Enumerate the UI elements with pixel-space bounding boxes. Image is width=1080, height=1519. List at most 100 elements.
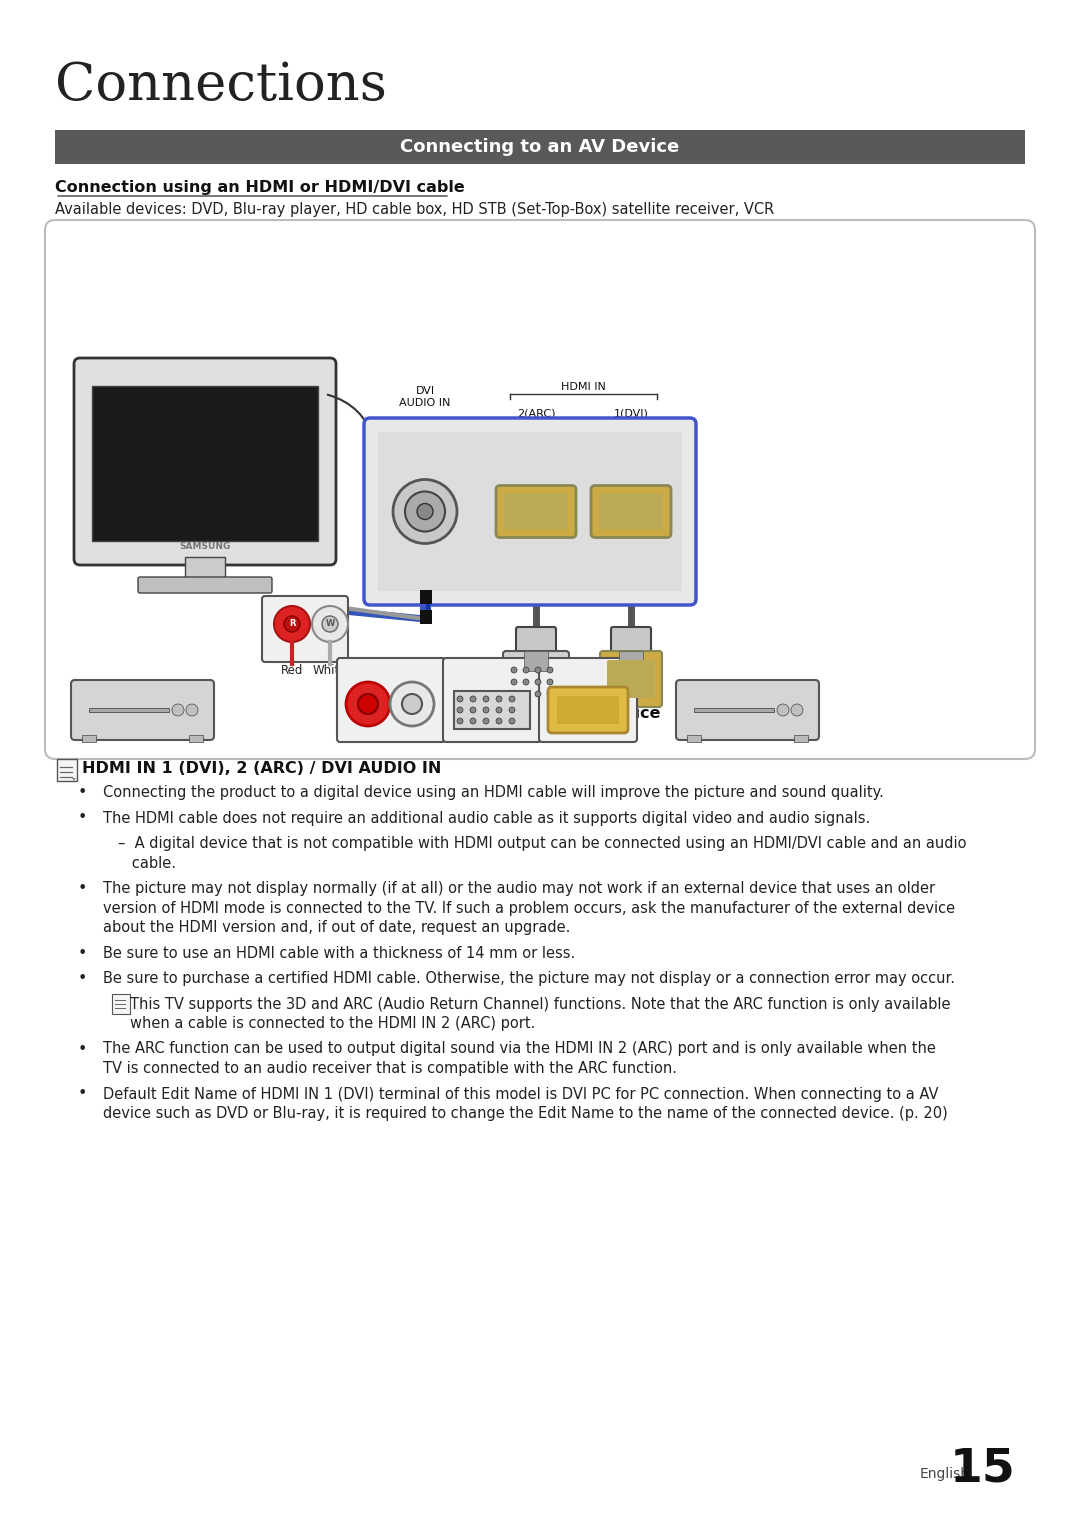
Circle shape — [483, 706, 489, 712]
Circle shape — [509, 718, 515, 725]
Bar — [189, 735, 203, 741]
Text: Device: Device — [600, 706, 661, 722]
Text: •: • — [78, 811, 86, 825]
FancyBboxPatch shape — [57, 760, 77, 781]
Circle shape — [402, 694, 422, 714]
Circle shape — [535, 679, 541, 685]
Text: HDMI OUT: HDMI OUT — [556, 665, 620, 676]
FancyBboxPatch shape — [503, 652, 569, 706]
Circle shape — [791, 703, 804, 715]
Text: 15: 15 — [949, 1446, 1015, 1492]
Text: DVI OUT: DVI OUT — [467, 665, 518, 676]
Bar — [687, 735, 701, 741]
FancyBboxPatch shape — [496, 486, 576, 538]
Text: about the HDMI version and, if out of date, request an upgrade.: about the HDMI version and, if out of da… — [103, 921, 570, 936]
Text: 1(DVI): 1(DVI) — [613, 409, 648, 419]
FancyBboxPatch shape — [454, 691, 530, 729]
Text: The picture may not display normally (if at all) or the audio may not work if an: The picture may not display normally (if… — [103, 881, 935, 896]
FancyBboxPatch shape — [443, 658, 541, 741]
FancyBboxPatch shape — [611, 627, 651, 681]
Text: •: • — [78, 1042, 86, 1057]
FancyBboxPatch shape — [92, 386, 318, 541]
Circle shape — [511, 679, 517, 685]
Text: The ARC function can be used to output digital sound via the ​HDMI IN 2 (ARC)​ p: The ARC function can be used to output d… — [103, 1042, 936, 1057]
FancyBboxPatch shape — [71, 681, 214, 740]
FancyBboxPatch shape — [337, 658, 445, 741]
FancyBboxPatch shape — [112, 993, 130, 1013]
Text: Red: Red — [281, 664, 303, 677]
Circle shape — [535, 691, 541, 697]
Circle shape — [483, 718, 489, 725]
Circle shape — [483, 696, 489, 702]
FancyBboxPatch shape — [75, 358, 336, 565]
Circle shape — [523, 691, 529, 697]
Circle shape — [509, 706, 515, 712]
Circle shape — [346, 682, 390, 726]
Text: W: W — [325, 620, 335, 629]
Polygon shape — [72, 778, 76, 781]
Text: Default ​Edit Name​ of HDMI IN 1 (DVI) terminal of this model is ​DVI PC​ for PC: Default ​Edit Name​ of HDMI IN 1 (DVI) t… — [103, 1086, 939, 1101]
FancyBboxPatch shape — [557, 696, 619, 725]
Text: White: White — [313, 664, 348, 677]
Circle shape — [417, 503, 433, 519]
Text: •: • — [78, 1086, 86, 1101]
Bar — [420, 589, 432, 605]
Text: The HDMI cable does not require an additional audio cable as it supports digital: The HDMI cable does not require an addit… — [103, 811, 870, 825]
Bar — [185, 557, 225, 580]
FancyBboxPatch shape — [599, 494, 663, 530]
Circle shape — [357, 694, 378, 714]
Circle shape — [546, 679, 553, 685]
Circle shape — [470, 696, 476, 702]
FancyBboxPatch shape — [504, 494, 568, 530]
Text: •: • — [78, 785, 86, 801]
Text: •: • — [78, 881, 86, 896]
Text: English: English — [920, 1467, 970, 1481]
Circle shape — [312, 606, 348, 643]
Text: Connecting to an AV Device: Connecting to an AV Device — [401, 138, 679, 156]
Text: Connection using an HDMI or HDMI/DVI cable: Connection using an HDMI or HDMI/DVI cab… — [55, 179, 464, 194]
Text: when a cable is connected to the ​HDMI IN 2 (ARC)​ port.: when a cable is connected to the ​HDMI I… — [130, 1016, 536, 1031]
Text: •: • — [78, 971, 86, 986]
Bar — [82, 735, 96, 741]
FancyBboxPatch shape — [539, 658, 637, 741]
Text: AUDIO OUT: AUDIO OUT — [356, 665, 426, 676]
Circle shape — [186, 703, 198, 715]
Text: DVI: DVI — [416, 386, 434, 396]
Text: TV is connected to an audio receiver that is compatible with the ARC function.: TV is connected to an audio receiver tha… — [103, 1060, 677, 1075]
FancyBboxPatch shape — [516, 627, 556, 681]
Circle shape — [546, 667, 553, 673]
FancyBboxPatch shape — [138, 577, 272, 592]
Circle shape — [457, 718, 463, 725]
Text: HDMI IN 1 (DVI), 2 (ARC) / DVI AUDIO IN: HDMI IN 1 (DVI), 2 (ARC) / DVI AUDIO IN — [82, 761, 442, 776]
Circle shape — [405, 492, 445, 532]
Circle shape — [546, 691, 553, 697]
Circle shape — [496, 696, 502, 702]
Text: Connecting the product to a digital device using an HDMI cable will improve the : Connecting the product to a digital devi… — [103, 785, 883, 801]
Circle shape — [322, 617, 338, 632]
Circle shape — [470, 718, 476, 725]
Text: device such as DVD or Blu-ray, it is required to change the ​Edit Name​ to the n: device such as DVD or Blu-ray, it is req… — [103, 1106, 948, 1121]
Text: HDMI IN: HDMI IN — [562, 381, 606, 392]
Circle shape — [509, 696, 515, 702]
Text: •: • — [78, 945, 86, 960]
Text: cable.: cable. — [118, 855, 176, 870]
Circle shape — [511, 667, 517, 673]
Circle shape — [523, 679, 529, 685]
Text: Device: Device — [433, 706, 494, 722]
Circle shape — [274, 606, 310, 643]
Circle shape — [511, 691, 517, 697]
Circle shape — [457, 706, 463, 712]
Text: AUDIO IN: AUDIO IN — [400, 398, 450, 409]
Circle shape — [457, 696, 463, 702]
Text: Be sure to use an HDMI cable with a thickness of 14 mm or less.: Be sure to use an HDMI cable with a thic… — [103, 945, 576, 960]
Bar — [794, 735, 808, 741]
FancyBboxPatch shape — [262, 595, 348, 662]
FancyBboxPatch shape — [607, 659, 654, 699]
Bar — [524, 652, 548, 671]
Text: SAMSUNG: SAMSUNG — [179, 542, 231, 551]
Circle shape — [390, 682, 434, 726]
FancyBboxPatch shape — [591, 486, 671, 538]
Circle shape — [496, 718, 502, 725]
Circle shape — [496, 706, 502, 712]
Circle shape — [172, 703, 184, 715]
